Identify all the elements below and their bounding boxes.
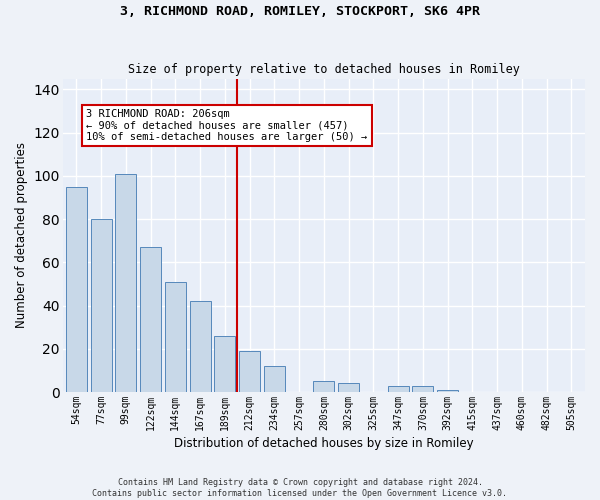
Bar xyxy=(66,186,87,392)
Bar xyxy=(115,174,136,392)
Bar xyxy=(239,351,260,392)
Text: 3, RICHMOND ROAD, ROMILEY, STOCKPORT, SK6 4PR: 3, RICHMOND ROAD, ROMILEY, STOCKPORT, SK… xyxy=(120,5,480,18)
Y-axis label: Number of detached properties: Number of detached properties xyxy=(15,142,28,328)
Bar xyxy=(214,336,235,392)
Bar xyxy=(91,219,112,392)
Text: Contains HM Land Registry data © Crown copyright and database right 2024.
Contai: Contains HM Land Registry data © Crown c… xyxy=(92,478,508,498)
Text: 3 RICHMOND ROAD: 206sqm
← 90% of detached houses are smaller (457)
10% of semi-d: 3 RICHMOND ROAD: 206sqm ← 90% of detache… xyxy=(86,109,367,142)
Bar xyxy=(264,366,285,392)
Bar xyxy=(140,247,161,392)
X-axis label: Distribution of detached houses by size in Romiley: Distribution of detached houses by size … xyxy=(174,437,473,450)
Bar xyxy=(338,384,359,392)
Title: Size of property relative to detached houses in Romiley: Size of property relative to detached ho… xyxy=(128,63,520,76)
Bar xyxy=(412,386,433,392)
Bar xyxy=(388,386,409,392)
Bar xyxy=(190,301,211,392)
Bar xyxy=(437,390,458,392)
Bar xyxy=(165,282,186,392)
Bar xyxy=(313,381,334,392)
